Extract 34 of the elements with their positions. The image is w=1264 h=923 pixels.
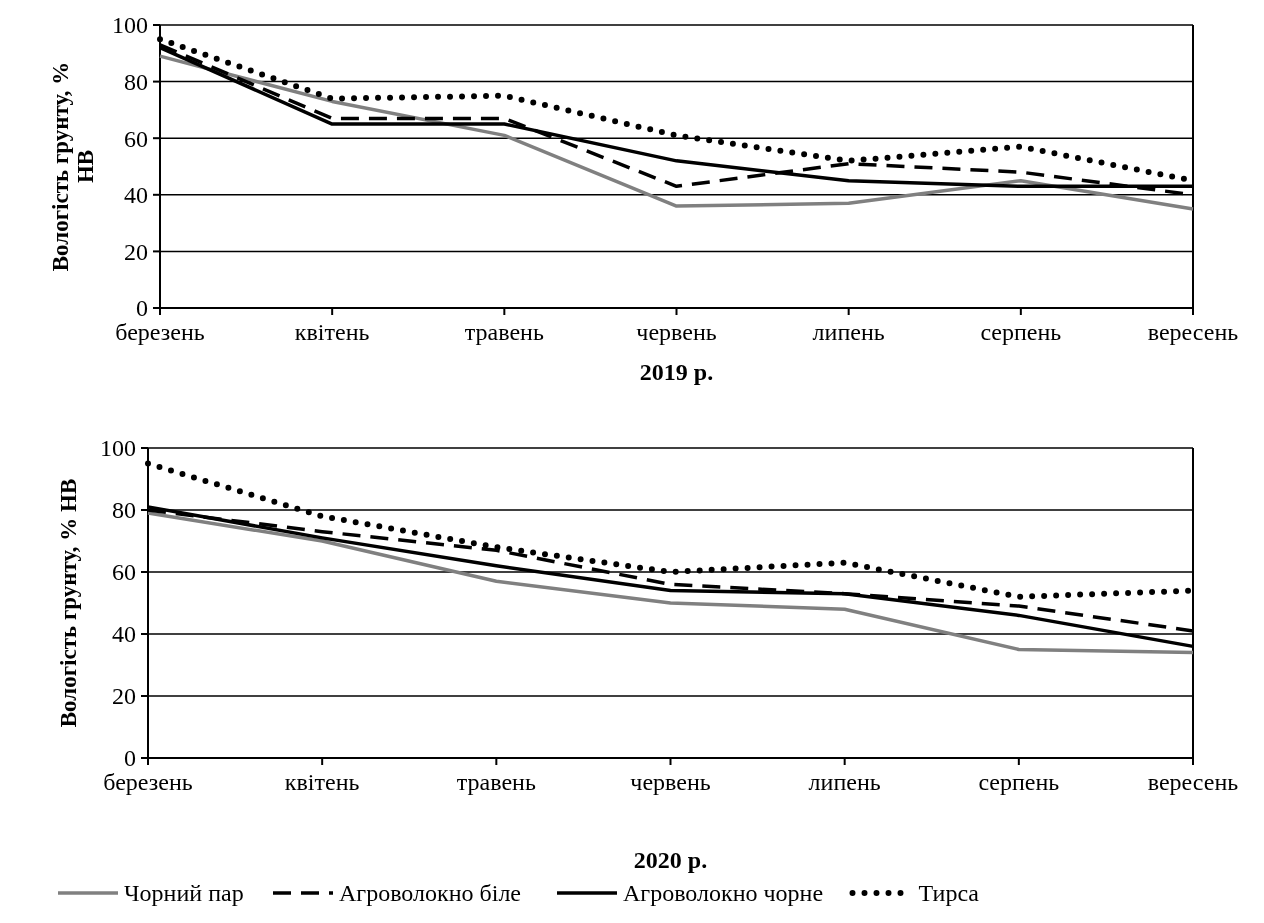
x-tick-label: серпень — [978, 769, 1060, 795]
y-tick-label: 60 — [112, 559, 136, 586]
x-tick-label: квітень — [294, 319, 370, 345]
y-tick-label: 80 — [124, 69, 148, 95]
x-tick-label: серпень — [980, 319, 1062, 345]
x-tick-label: березень — [103, 769, 193, 795]
x-tick-label: червень — [630, 769, 711, 795]
y-tick-label: 60 — [124, 125, 148, 152]
y-axis-title: Вологість грунту, % НВ — [47, 61, 98, 272]
x-tick-label: вересень — [1147, 769, 1239, 795]
y-tick-label: 40 — [124, 182, 148, 209]
y-tick-label: 0 — [124, 745, 136, 772]
x-tick-label: червень — [636, 319, 717, 345]
legend-label: Агроволокно чорне — [623, 880, 824, 907]
x-tick-label: вересень — [1147, 319, 1239, 345]
legend-label: Тирса — [918, 880, 980, 907]
x-tick-label: травень — [464, 319, 544, 345]
y-tick-label: 0 — [136, 295, 148, 322]
legend-label: Чорний пар — [124, 880, 244, 907]
y-tick-label: 40 — [112, 621, 136, 648]
x-tick-label: травень — [456, 769, 536, 795]
y-tick-label: 20 — [124, 238, 148, 265]
y-axis-title: Вологість грунту, % НВ — [56, 478, 82, 728]
x-tick-label: липень — [812, 319, 885, 345]
x-tick-label: березень — [115, 319, 205, 345]
y-tick-label: 100 — [100, 435, 136, 462]
y-tick-label: 20 — [112, 683, 136, 710]
x-axis-title: 2020 р. — [633, 847, 708, 873]
legend-label: Агроволокно біле — [339, 880, 522, 907]
y-tick-label: 100 — [112, 12, 148, 39]
x-tick-label: липень — [808, 769, 881, 795]
x-tick-label: квітень — [284, 769, 360, 795]
y-tick-label: 80 — [112, 497, 136, 524]
x-axis-title: 2019 р. — [639, 359, 714, 385]
